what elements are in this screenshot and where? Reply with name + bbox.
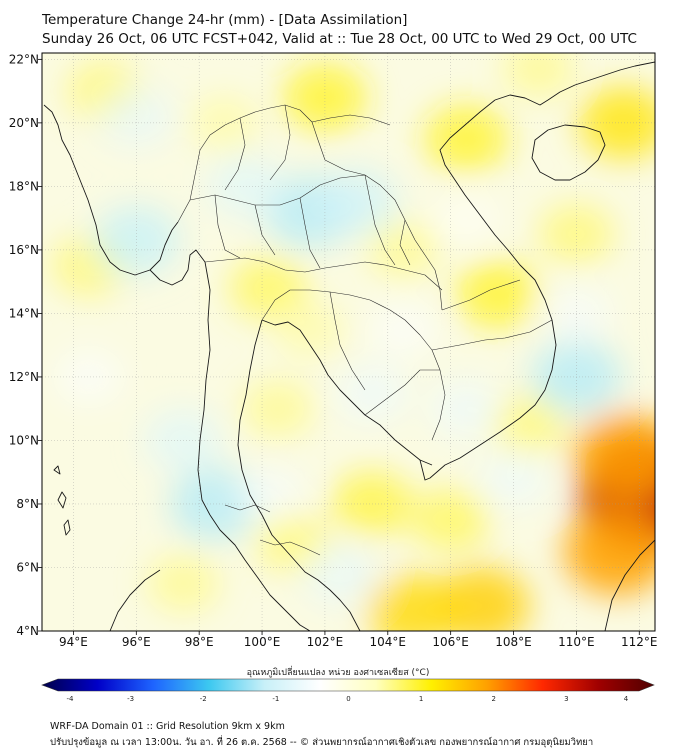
temperature-field [51,53,655,631]
lat-tick-label: 14°N [9,306,39,320]
field-blob-38 [236,466,307,523]
field-blob-11 [367,220,440,280]
field-blob-39 [369,302,438,357]
lon-tick-label: 98°E [185,635,214,649]
field-blob-8 [455,260,540,329]
lat-tick-label: 12°N [9,370,39,384]
field-blob-7 [578,86,655,160]
lon-tick-label: 94°E [59,635,88,649]
field-blob-20 [241,379,315,438]
lon-tick-label: 100°E [244,635,281,649]
lon-tick-label: 102°E [307,635,344,649]
field-blob-35 [55,350,123,404]
field-blob-19 [411,488,490,552]
map-background [42,53,655,631]
lon-tick-label: 110°E [558,635,595,649]
field-blob-22 [189,94,260,151]
field-blob-9 [538,203,615,265]
lon-tick-label: 112°E [621,635,658,649]
field-blob-30 [335,363,409,423]
field-blob-34 [302,543,379,605]
field-blob-33 [477,449,550,508]
gridlines [42,53,655,631]
longitude-axis: 94°E 96°E 98°E 100°E 102°E 104°E 106°E 108°E 110… [59,631,658,649]
coastlines-borders [43,61,655,631]
lat-tick-label: 22°N [9,52,39,66]
field-blob-4 [366,574,460,631]
colorbar-label: อุณหภูมิเปลี่ยนแปลง หน่วย องศาเซลเซียส (… [246,668,430,678]
field-blob-21 [502,53,576,99]
field-blob-10 [229,256,308,320]
footer-model-info: WRF-DA Domain 01 :: Grid Resolution 9km … [50,721,285,732]
footer-credit: ปรับปรุงข้อมูล ณ เวลา 13:00น. วัน อา. ที… [50,737,594,748]
field-blob-31 [429,379,503,438]
latitude-axis: 4°N 6°N 8°N 10°N 12°N 14°N 16°N 18°N 20°N 22°N [9,52,42,638]
lon-tick-label: 108°E [495,635,532,649]
field-blob-1 [573,412,655,500]
temperature-change-map: 94°E 96°E 98°E 100°E 102°E 104°E 106°E 108°E 110… [9,52,658,649]
lon-tick-label: 96°E [122,635,151,649]
field-blob-6 [424,104,509,173]
map-frame [41,52,656,632]
field-blob-12 [274,301,345,358]
field-blob-15 [147,554,220,613]
lat-tick-label: 8°N [16,497,39,511]
lon-tick-label: 106°E [432,635,469,649]
map-subtitle: Sunday 26 Oct, 06 UTC FCST+042, Valid at… [42,31,637,47]
field-blob-18 [491,394,568,455]
lat-tick-label: 6°N [16,560,39,574]
field-blob-36 [434,192,499,244]
lon-tick-label: 104°E [370,635,407,649]
lat-tick-label: 20°N [9,116,39,130]
lat-tick-label: 18°N [9,179,39,193]
lat-tick-label: 10°N [9,433,39,447]
field-blob-28 [170,467,260,541]
map-title: Temperature Change 24-hr (mm) - [Data As… [42,12,408,28]
province-borders [177,104,553,556]
lat-tick-label: 4°N [16,624,39,638]
field-blob-2 [564,508,655,596]
field-blob-5 [282,63,367,132]
field-blob-24 [314,168,399,237]
field-blob-26 [92,205,180,276]
lat-tick-label: 16°N [9,243,39,257]
